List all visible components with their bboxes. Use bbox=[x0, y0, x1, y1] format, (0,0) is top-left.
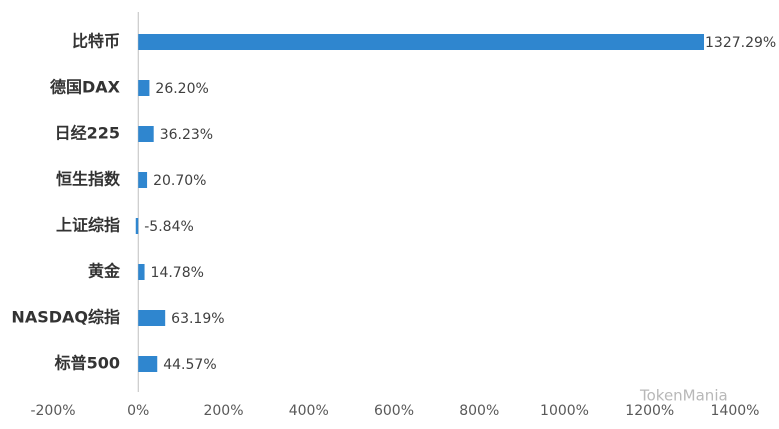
bar bbox=[138, 80, 150, 96]
y-tick-label: 德国DAX bbox=[50, 78, 121, 97]
x-tick-label: 1200% bbox=[625, 403, 674, 419]
x-tick-label: 400% bbox=[289, 403, 329, 419]
value-label: 1327.29% bbox=[705, 35, 776, 51]
x-tick-label: 200% bbox=[203, 403, 243, 419]
value-label: 63.19% bbox=[171, 311, 224, 327]
watermark: TokenMania bbox=[639, 387, 728, 405]
x-tick-label: 800% bbox=[459, 403, 499, 419]
value-label: 44.57% bbox=[163, 357, 216, 373]
y-tick-label: 上证综指 bbox=[56, 216, 120, 235]
y-tick-label: 恒生指数 bbox=[56, 170, 121, 189]
y-tick-label: 比特币 bbox=[72, 32, 120, 51]
y-tick-label: NASDAQ综指 bbox=[11, 308, 120, 327]
y-tick-label: 日经225 bbox=[55, 124, 120, 143]
bar bbox=[138, 356, 158, 372]
x-tick-label: -200% bbox=[30, 403, 75, 419]
x-tick-label: 1400% bbox=[711, 403, 760, 419]
bar bbox=[138, 310, 166, 326]
x-tick-label: 1000% bbox=[540, 403, 589, 419]
value-label: 14.78% bbox=[151, 265, 204, 281]
bar bbox=[135, 218, 139, 234]
value-label: -5.84% bbox=[144, 219, 194, 235]
bar bbox=[138, 172, 148, 188]
x-tick-label: 0% bbox=[127, 403, 149, 419]
y-tick-label: 黄金 bbox=[88, 262, 121, 281]
value-label: 20.70% bbox=[153, 173, 206, 189]
y-tick-label: 标普500 bbox=[54, 354, 120, 373]
bar bbox=[138, 126, 154, 142]
x-tick-label: 600% bbox=[374, 403, 414, 419]
bar bbox=[138, 264, 145, 280]
value-label: 26.20% bbox=[155, 81, 208, 97]
bar bbox=[138, 34, 705, 50]
value-label: 36.23% bbox=[160, 127, 213, 143]
